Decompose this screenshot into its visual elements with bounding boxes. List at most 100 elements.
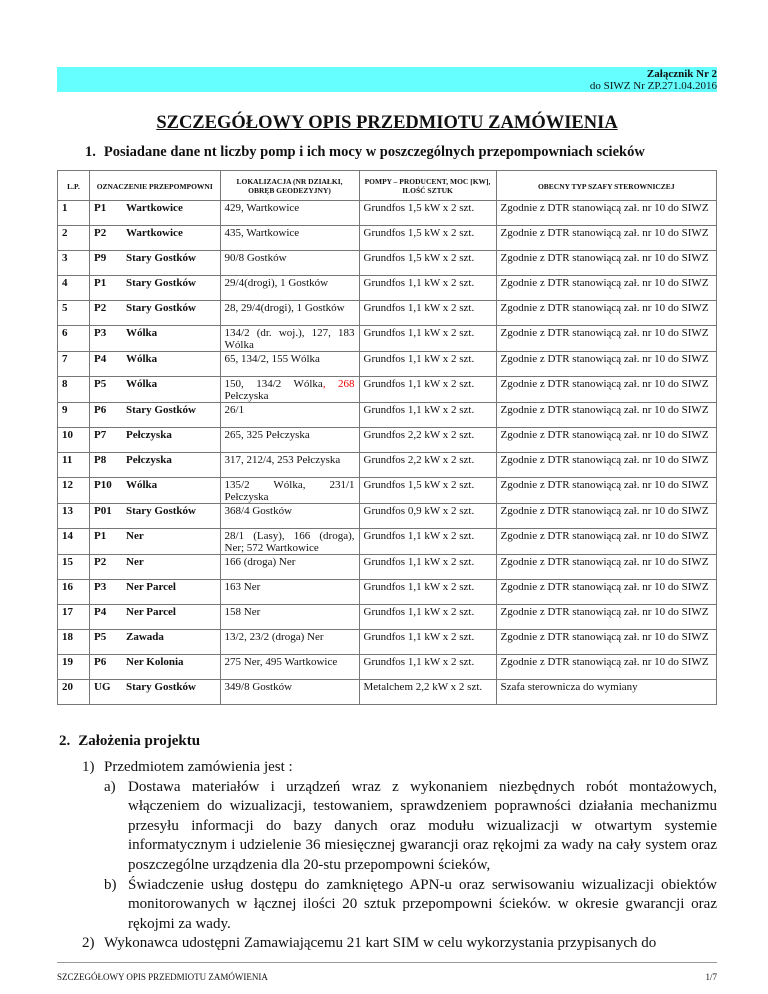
location-text: 158 Ner xyxy=(224,606,261,618)
station-name-text: Stary Gostków xyxy=(126,505,196,517)
table-row: 4 P1 Stary Gostków 29/4(drogi), 1 Gostków Gr… xyxy=(57,275,718,301)
location-text: 134/2 (dr. woj.), 127, 183 Wólka xyxy=(224,327,355,351)
location-cell: 134/2 (dr. woj.), 127, 183 Wólka xyxy=(219,325,360,352)
station-name-cell: Wólka xyxy=(122,376,221,403)
cabinet-type-text: Zgodnie z DTR stanowiącą zał. nr 10 do S… xyxy=(500,530,709,542)
pumps-text: Grundfos 1,1 kW x 2 szt. xyxy=(363,302,475,314)
table-row: 17 P4 Ner Parcel 158 Ner Grundfos 1,1 kW x 2… xyxy=(57,604,718,630)
section-title: Posiadane dane nt liczby pomp i ich mocy… xyxy=(103,144,645,160)
list-item: 1) Przedmiotem zamówienia jest : xyxy=(82,758,717,778)
station-code-text: P9 xyxy=(94,252,107,264)
station-code-text: P4 xyxy=(94,353,107,365)
section-number: 2. xyxy=(59,733,71,749)
cabinet-type-text: Zgodnie z DTR stanowiącą zał. nr 10 do S… xyxy=(500,454,709,466)
cabinet-type-cell: Zgodnie z DTR stanowiącą zał. nr 10 do S… xyxy=(495,250,718,276)
attachment-reference: do SIWZ Nr ZP.271.04.2016 xyxy=(589,80,717,92)
location-text: 13/2, 23/2 (droga) Ner xyxy=(224,631,324,643)
cabinet-type-cell: Zgodnie z DTR stanowiącą zał. nr 10 do S… xyxy=(495,452,718,478)
location-cell: 29/4(drogi), 1 Gostków xyxy=(219,275,360,301)
header-pumps: POMPY – PRODUCENT, MOC [KW], ILOŚĆ SZTUK xyxy=(358,170,497,201)
row-number-text: 2 xyxy=(62,227,68,239)
row-number-cell: 14 xyxy=(57,528,90,555)
station-code-cell: P5 xyxy=(89,629,122,655)
row-number-text: 16 xyxy=(62,581,73,593)
pumps-text: Grundfos 1,1 kW x 2 szt. xyxy=(363,631,475,643)
cabinet-type-cell: Zgodnie z DTR stanowiącą zał. nr 10 do S… xyxy=(495,200,718,226)
cabinet-type-text: Zgodnie z DTR stanowiącą zał. nr 10 do S… xyxy=(500,606,709,618)
cabinet-type-text: Zgodnie z DTR stanowiącą zał. nr 10 do S… xyxy=(500,252,709,264)
station-name-cell: Zawada xyxy=(122,629,221,655)
section-number: 1. xyxy=(85,144,96,160)
attachment-header: Załącznik Nr 2 do SIWZ Nr ZP.271.04.2016 xyxy=(57,67,717,92)
station-name-cell: Pełczyska xyxy=(122,427,221,453)
row-number-text: 5 xyxy=(62,302,68,314)
list-item: 2) Wykonawca udostępni Zamawiającemu 21 k… xyxy=(82,934,717,954)
station-code-cell: P10 xyxy=(89,477,122,504)
pumps-text: Grundfos 2,2 kW x 2 szt. xyxy=(363,454,475,466)
station-name-cell: Ner Parcel xyxy=(122,579,221,605)
row-number-text: 18 xyxy=(62,631,73,643)
station-name-text: Ner xyxy=(126,530,144,542)
row-number-cell: 11 xyxy=(57,452,90,478)
pumps-cell: Grundfos 2,2 kW x 2 szt. xyxy=(358,427,497,453)
list-subitem: b) Świadczenie usług dostępu do zamknięte… xyxy=(82,876,717,935)
section-1-heading: 1. Posiadane dane nt liczby pomp i ich mo… xyxy=(85,144,645,161)
pumps-text: Metalchem 2,2 kW x 2 szt. xyxy=(363,681,483,693)
location-text: 90/8 Gostków xyxy=(224,252,287,264)
station-name-text: Stary Gostków xyxy=(126,302,196,314)
pumps-cell: Grundfos 1,5 kW x 2 szt. xyxy=(358,477,497,504)
row-number-cell: 17 xyxy=(57,604,90,630)
page-title: SZCZEGÓŁOWY OPIS PRZEDMIOTU ZAMÓWIENIA xyxy=(156,113,618,133)
station-code-text: P4 xyxy=(94,606,107,618)
station-name-text: Pełczyska xyxy=(126,429,172,441)
station-code-text: P1 xyxy=(94,530,107,542)
location-cell: 429, Wartkowice xyxy=(219,200,360,226)
pumps-cell: Grundfos 1,1 kW x 2 szt. xyxy=(358,275,497,301)
station-code-cell: P01 xyxy=(89,503,122,529)
location-text: 368/4 Gostków xyxy=(224,505,293,517)
pumps-text: Grundfos 1,5 kW x 2 szt. xyxy=(363,252,475,264)
pumps-cell: Grundfos 1,1 kW x 2 szt. xyxy=(358,604,497,630)
station-name-cell: Wólka xyxy=(122,351,221,377)
section-title: Założenia projektu xyxy=(78,733,201,749)
pumps-cell: Grundfos 1,1 kW x 2 szt. xyxy=(358,654,497,680)
station-code-cell: P6 xyxy=(89,402,122,428)
station-code-text: P5 xyxy=(94,631,107,643)
location-text: 317, 212/4, 253 Pełczyska xyxy=(224,454,341,466)
cabinet-type-text: Zgodnie z DTR stanowiącą zał. nr 10 do S… xyxy=(500,556,709,568)
cabinet-type-text: Zgodnie z DTR stanowiącą zał. nr 10 do S… xyxy=(500,277,709,289)
location-cell: 158 Ner xyxy=(219,604,360,630)
station-name-text: Wartkowice xyxy=(126,202,183,214)
station-name-text: Wólka xyxy=(126,353,158,365)
row-number-cell: 16 xyxy=(57,579,90,605)
station-name-text: Stary Gostków xyxy=(126,681,196,693)
cabinet-type-text: Zgodnie z DTR stanowiącą zał. nr 10 do S… xyxy=(500,227,709,239)
location-text: 29/4(drogi), 1 Gostków xyxy=(224,277,329,289)
pumps-cell: Grundfos 1,1 kW x 2 szt. xyxy=(358,402,497,428)
pump-stations-table: L.P. OZNACZENIE PRZEPOMPOWNI LOKALIZACJA… xyxy=(57,170,718,705)
station-name-cell: Stary Gostków xyxy=(122,250,221,276)
footer-title: SZCZEGÓŁOWY OPIS PRZEDMIOTU ZAMÓWIENIA xyxy=(57,972,268,982)
station-name-cell: Wólka xyxy=(122,477,221,504)
station-name-cell: Wartkowice xyxy=(122,200,221,226)
location-cell: 166 (droga) Ner xyxy=(219,554,360,580)
pumps-text: Grundfos 1,5 kW x 2 szt. xyxy=(363,227,475,239)
table-row: 2 P2 Wartkowice 435, Wartkowice Grundfos 1,5… xyxy=(57,225,718,251)
station-name-text: Stary Gostków xyxy=(126,277,196,289)
cabinet-type-text: Zgodnie z DTR stanowiącą zał. nr 10 do S… xyxy=(500,302,709,314)
station-name-cell: Ner Kolonia xyxy=(122,654,221,680)
location-cell: 275 Ner, 495 Wartkowice xyxy=(219,654,360,680)
station-code-text: P1 xyxy=(94,202,107,214)
pumps-text: Grundfos 1,1 kW x 2 szt. xyxy=(363,327,475,339)
station-code-cell: P1 xyxy=(89,200,122,226)
table-row: 14 P1 Ner 28/1 (Lasy), 166 (droga), Ner; 57… xyxy=(57,528,718,555)
row-number-cell: 20 xyxy=(57,679,90,705)
pumps-text: Grundfos 0,9 kW x 2 szt. xyxy=(363,505,475,517)
cabinet-type-cell: Zgodnie z DTR stanowiącą zał. nr 10 do S… xyxy=(495,351,718,377)
pumps-text: Grundfos 1,1 kW x 2 szt. xyxy=(363,606,475,618)
station-name-text: Ner xyxy=(126,556,144,568)
location-text: 349/8 Gostków xyxy=(224,681,293,693)
pumps-cell: Grundfos 1,1 kW x 2 szt. xyxy=(358,554,497,580)
cabinet-type-text: Zgodnie z DTR stanowiącą zał. nr 10 do S… xyxy=(500,202,709,214)
station-code-text: P5 xyxy=(94,378,107,390)
